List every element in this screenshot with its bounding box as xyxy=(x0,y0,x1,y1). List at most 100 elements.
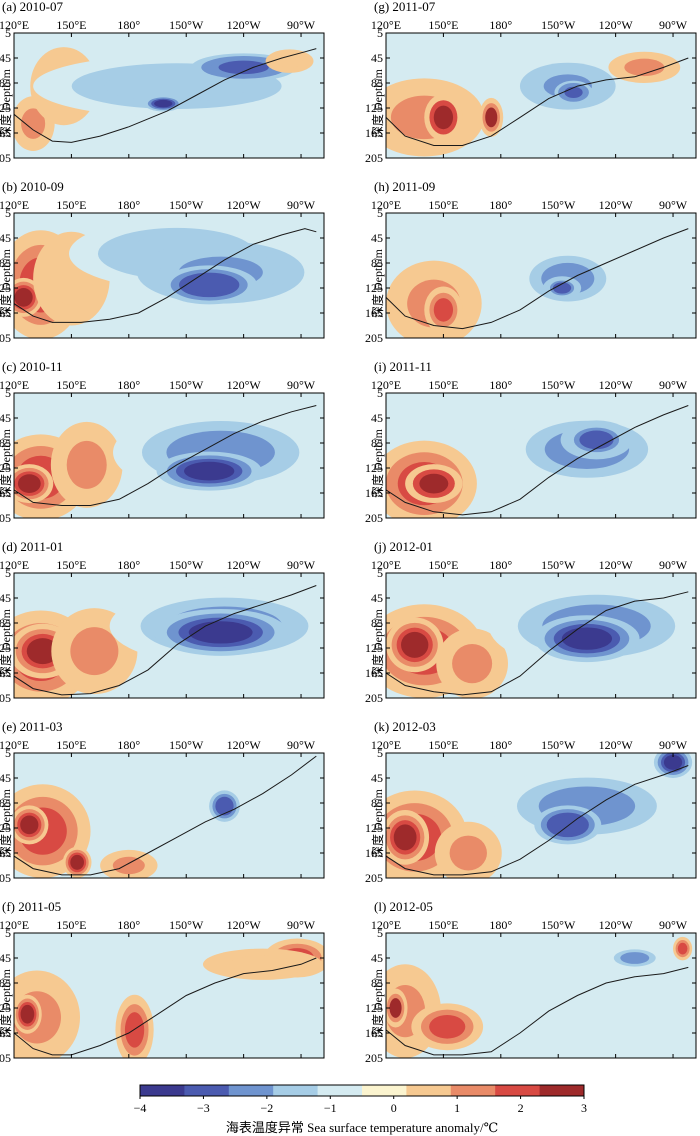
y-tick-label: 165 xyxy=(365,486,383,500)
thermocline-line xyxy=(386,57,689,146)
y-tick-label: 85 xyxy=(0,796,11,810)
x-tick-label: 90°W xyxy=(287,198,316,212)
y-tick-label: 85 xyxy=(371,796,383,810)
x-tick-label: 90°W xyxy=(287,738,316,752)
y-axis-label: 深度 Depth/m xyxy=(370,428,385,498)
x-tick-label: 120°W xyxy=(599,918,634,932)
y-tick-label: 125 xyxy=(0,641,11,655)
x-tick-label: 150°W xyxy=(541,738,576,752)
x-tick-label: 90°W xyxy=(659,18,688,32)
y-tick-label: 205 xyxy=(365,331,383,345)
colorbar-segment xyxy=(450,1085,496,1096)
y-tick-label: 45 xyxy=(0,771,11,785)
anomaly-contour xyxy=(215,796,234,816)
y-tick-label: 5 xyxy=(377,746,383,760)
colorbar-frame xyxy=(139,1084,585,1097)
thermocline-line xyxy=(14,48,317,143)
x-tick-label: 120°W xyxy=(599,558,634,572)
y-tick-label: 45 xyxy=(0,591,11,605)
y-tick-label: 45 xyxy=(371,231,383,245)
y-tick-label: 125 xyxy=(365,821,383,835)
panel-frame xyxy=(385,572,697,699)
colorbar-segment xyxy=(539,1085,585,1096)
colorbar-tick-label: −2 xyxy=(260,1101,273,1115)
panel-frame xyxy=(385,392,697,519)
anomaly-contour xyxy=(561,627,613,650)
x-tick-label: 120°E xyxy=(371,18,401,32)
panel-title: (i) 2011-11 xyxy=(374,359,432,374)
colorbar-tick-label: 2 xyxy=(518,1101,524,1115)
anomaly-contour xyxy=(564,86,583,98)
y-tick-label: 125 xyxy=(365,1001,383,1015)
anomaly-contour xyxy=(186,275,233,295)
y-axis-label: 深度 Depth/m xyxy=(0,608,13,678)
x-tick-label: 150°E xyxy=(428,558,458,572)
y-tick-label: 5 xyxy=(5,26,11,40)
y-tick-label: 85 xyxy=(371,616,383,630)
panel-frame xyxy=(13,752,325,879)
y-tick-label: 205 xyxy=(365,691,383,705)
y-tick-label: 165 xyxy=(365,846,383,860)
y-axis-label: 深度 Depth/m xyxy=(0,248,13,318)
x-tick-label: 120°E xyxy=(371,378,401,392)
anomaly-contour xyxy=(17,474,41,493)
y-tick-label: 125 xyxy=(0,101,11,115)
colorbar-segment xyxy=(140,1085,185,1096)
x-tick-label: 180° xyxy=(117,18,140,32)
panel-5: (f) 2011-05 120°E 150°E 180° 150°W 120°W 90°W 5… xyxy=(0,899,325,1065)
x-tick-label: 180° xyxy=(117,198,140,212)
x-tick-label: 150°E xyxy=(56,198,86,212)
panel-title: (k) 2012-03 xyxy=(374,719,436,734)
anomaly-contour xyxy=(401,631,429,658)
anomaly-contour xyxy=(452,644,493,684)
anomaly-contour xyxy=(579,430,614,450)
x-tick-label: 150°W xyxy=(169,558,204,572)
x-tick-label: 120°E xyxy=(371,558,401,572)
colorbar-tick-label: 3 xyxy=(581,1101,587,1115)
anomaly-contour xyxy=(154,99,173,108)
x-tick-label: 180° xyxy=(489,198,512,212)
thermocline-line xyxy=(386,591,689,696)
x-tick-label: 180° xyxy=(117,558,140,572)
anomaly-contour xyxy=(433,298,454,322)
x-tick-label: 150°W xyxy=(169,738,204,752)
panel-title: (c) 2010-11 xyxy=(2,359,63,374)
x-tick-label: 150°E xyxy=(56,918,86,932)
y-tick-label: 5 xyxy=(377,26,383,40)
anomaly-contour xyxy=(188,621,253,644)
y-tick-label: 85 xyxy=(371,76,383,90)
y-tick-label: 85 xyxy=(371,436,383,450)
y-axis-label: 深度 Depth/m xyxy=(370,68,385,138)
y-tick-label: 45 xyxy=(0,411,11,425)
anomaly-contour xyxy=(70,627,119,676)
x-tick-label: 120°W xyxy=(599,378,634,392)
thermocline-line xyxy=(14,228,317,323)
y-tick-label: 165 xyxy=(365,1026,383,1040)
anomaly-contour xyxy=(14,288,33,307)
x-tick-label: 180° xyxy=(489,918,512,932)
colorbar-segment xyxy=(495,1085,541,1096)
anomaly-contour xyxy=(485,107,498,128)
panel-title: (j) 2012-01 xyxy=(374,539,433,554)
anomaly-contour xyxy=(70,854,84,870)
y-tick-label: 45 xyxy=(371,771,383,785)
x-tick-label: 180° xyxy=(489,738,512,752)
x-tick-label: 150°W xyxy=(541,558,576,572)
x-tick-label: 90°W xyxy=(659,738,688,752)
x-tick-label: 150°E xyxy=(428,738,458,752)
y-tick-label: 85 xyxy=(371,256,383,270)
panel-title: (g) 2011-07 xyxy=(374,0,436,14)
y-tick-label: 125 xyxy=(0,1001,11,1015)
x-tick-label: 150°W xyxy=(541,378,576,392)
panel-1: (b) 2010-09 120°E 150°E 180° 150°W 120°W 90°W 5… xyxy=(0,179,325,345)
y-axis-label: 深度 Depth/m xyxy=(0,68,13,138)
panel-frame xyxy=(385,212,697,339)
panel-4: (e) 2011-03 120°E 150°E 180° 150°W 120°W 90°W 5… xyxy=(0,719,325,885)
y-tick-label: 5 xyxy=(5,746,11,760)
x-tick-label: 180° xyxy=(117,378,140,392)
x-tick-label: 120°E xyxy=(0,558,29,572)
x-tick-label: 120°W xyxy=(227,738,262,752)
anomaly-field xyxy=(386,583,696,698)
x-tick-label: 150°W xyxy=(541,918,576,932)
panel-frame xyxy=(13,212,325,339)
